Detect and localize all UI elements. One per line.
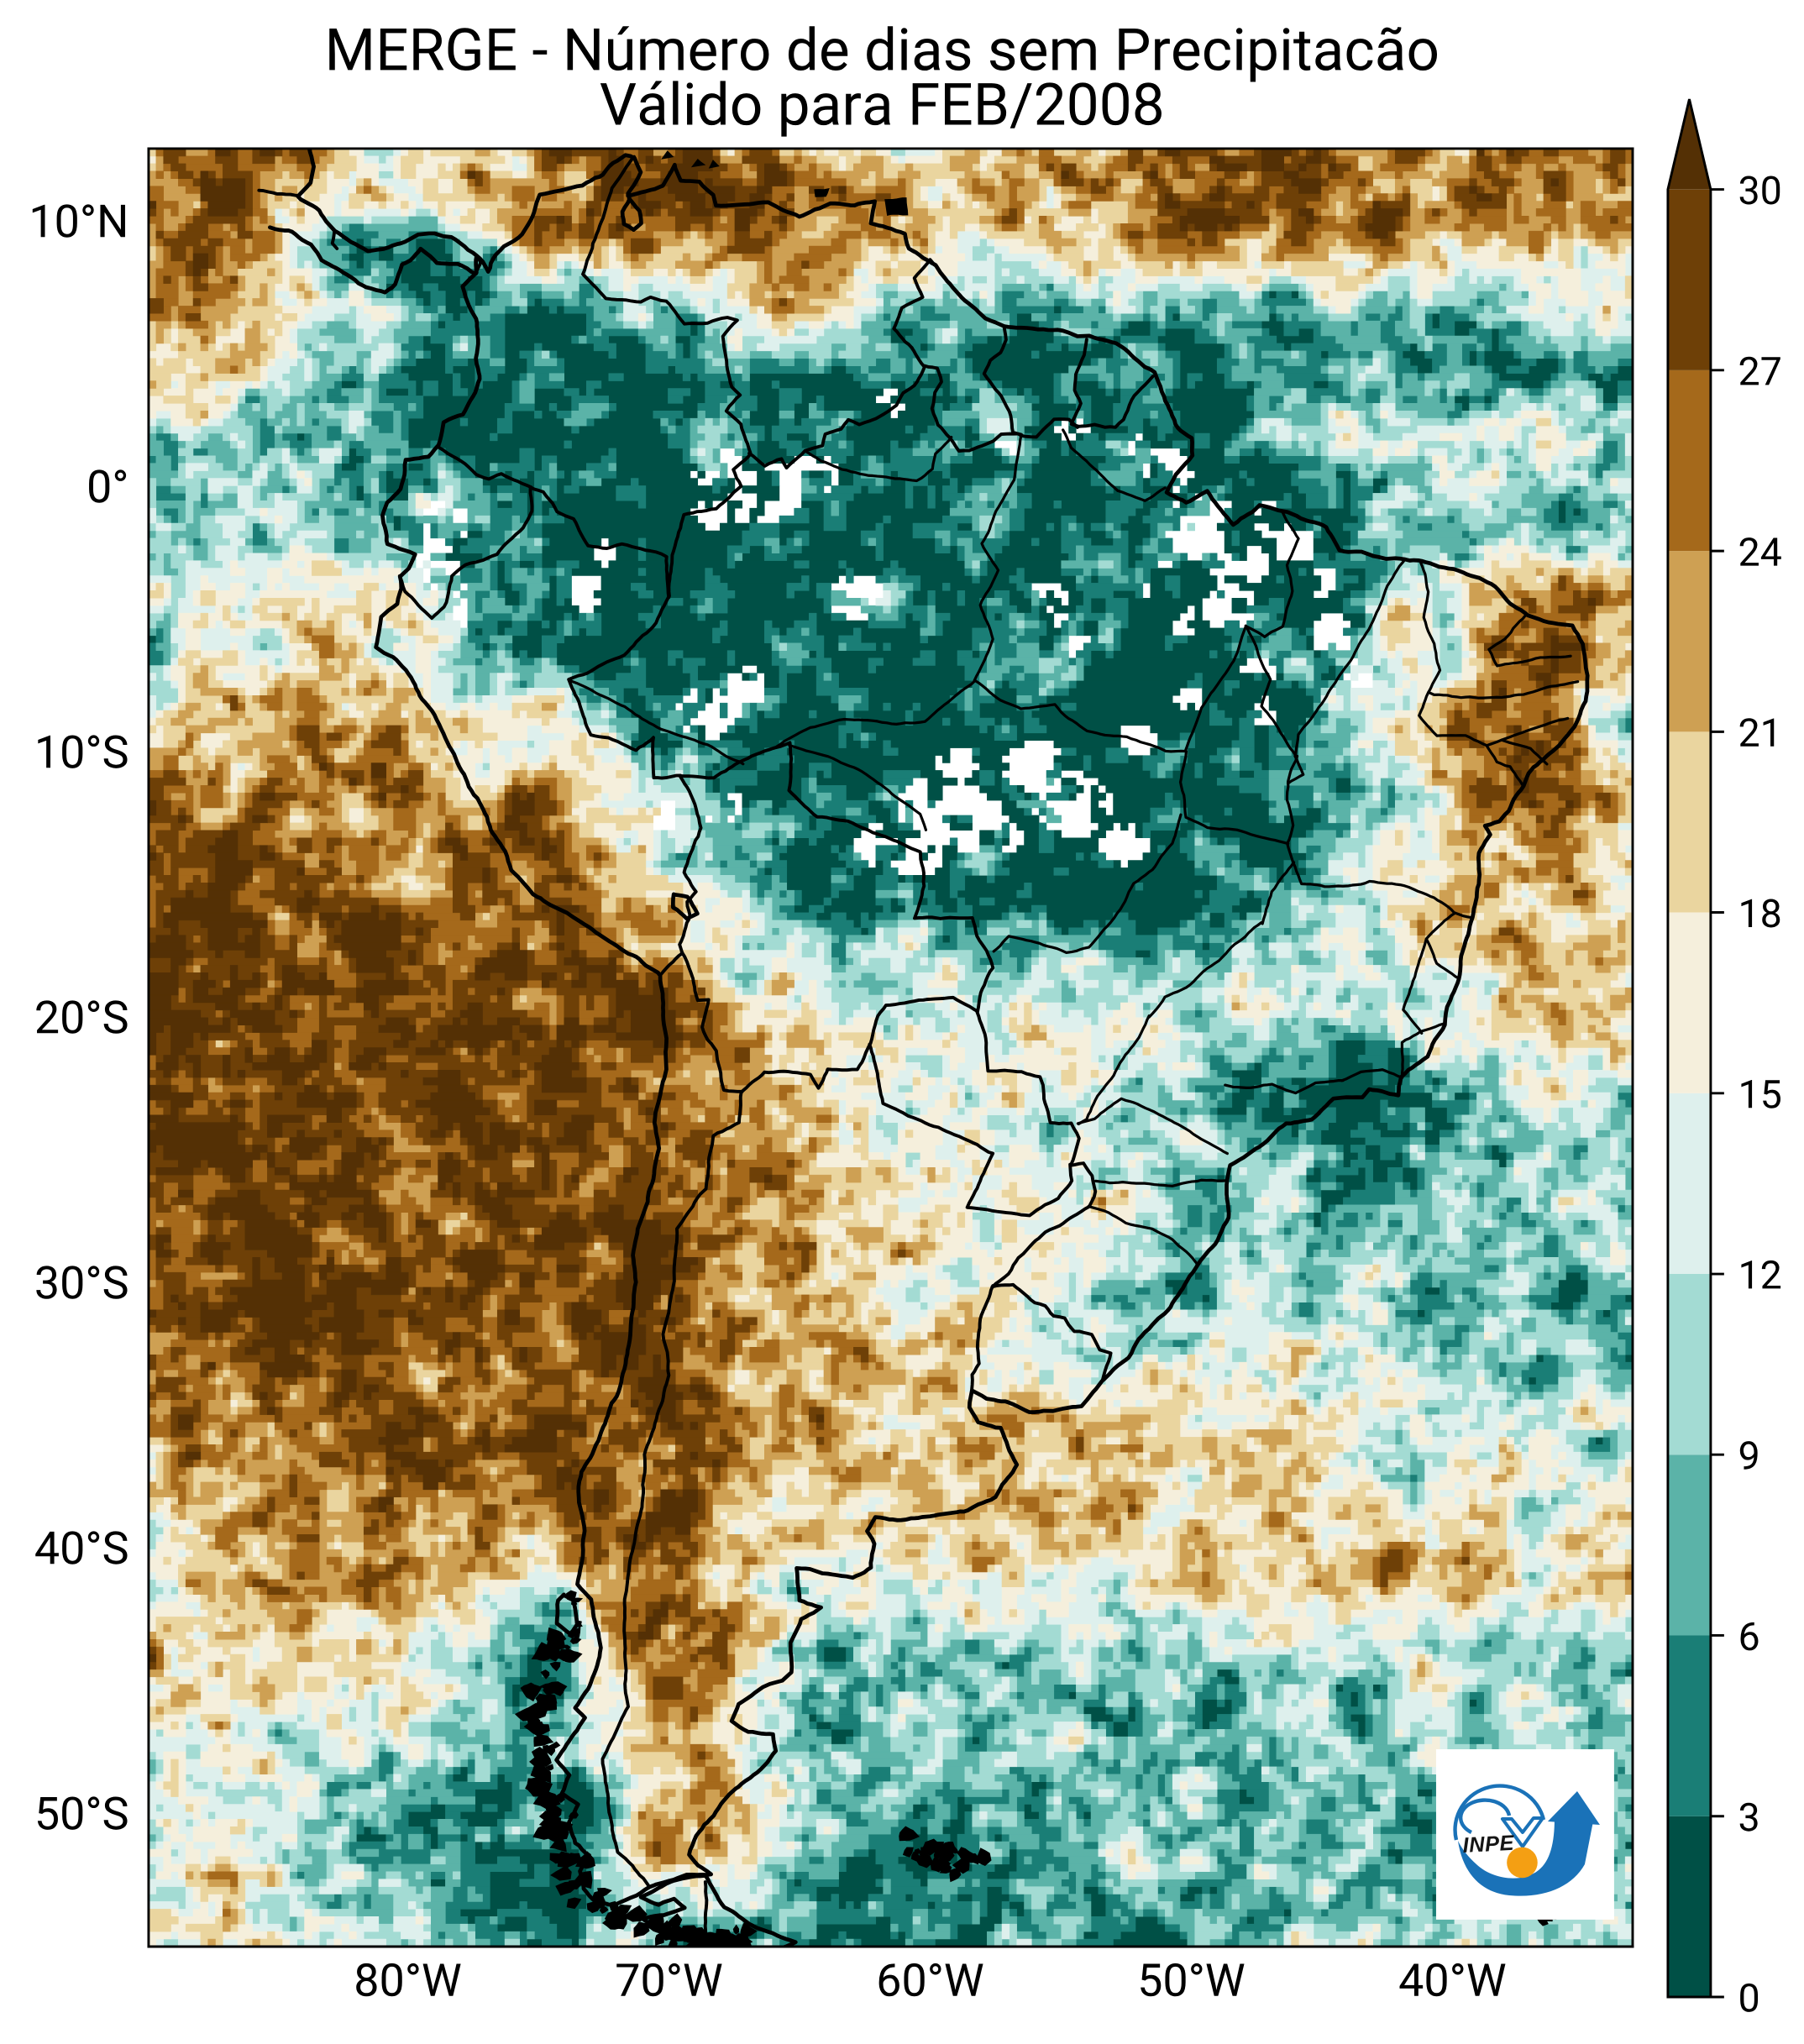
svg-text:INPE: INPE	[1462, 1832, 1515, 1858]
